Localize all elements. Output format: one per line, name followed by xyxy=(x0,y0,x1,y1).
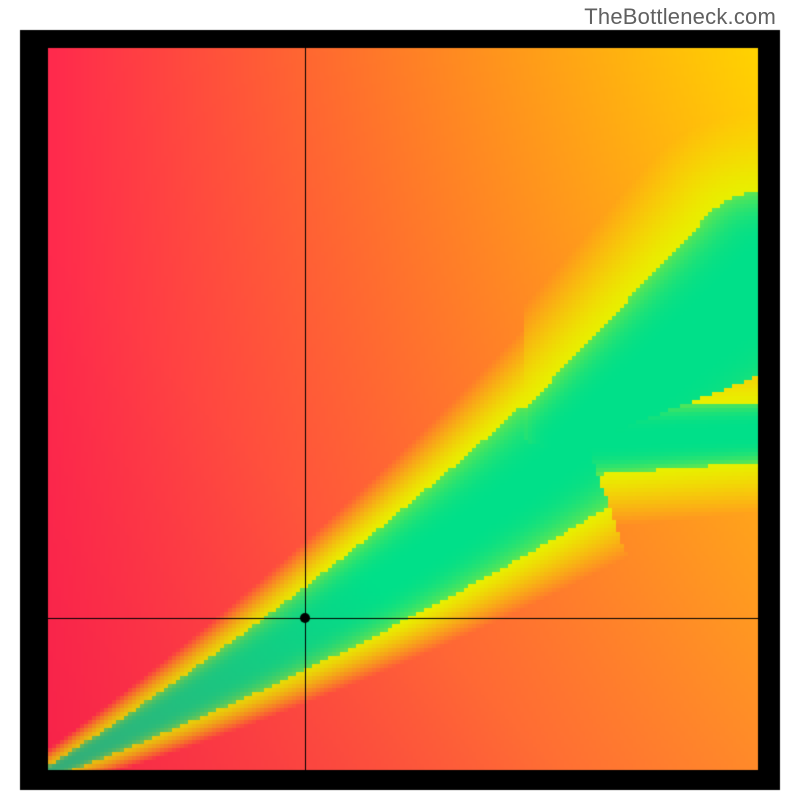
watermark-text: TheBottleneck.com xyxy=(584,4,776,30)
chart-container: TheBottleneck.com xyxy=(0,0,800,800)
heatmap-canvas xyxy=(0,0,800,800)
